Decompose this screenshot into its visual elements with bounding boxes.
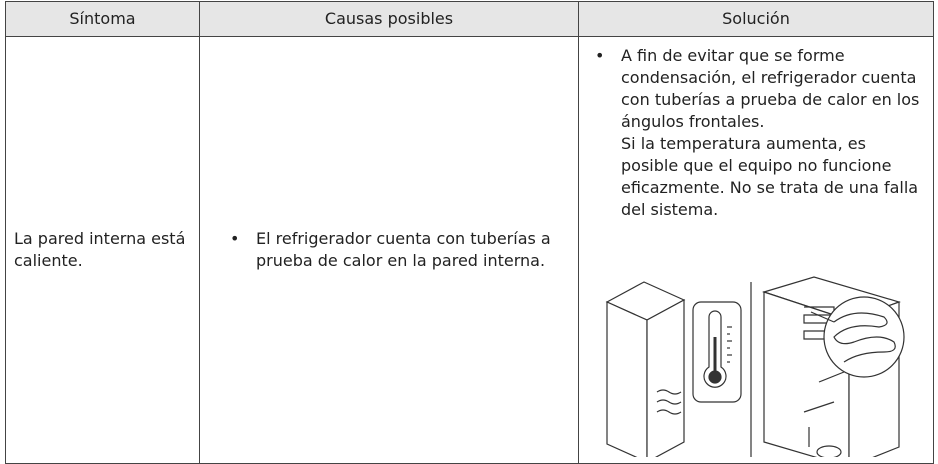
header-cell: Solución (578, 1, 934, 37)
body-row: La pared interna está caliente. El refri… (5, 36, 934, 464)
solution-list: A fin de evitar que se forme condensació… (595, 45, 923, 221)
illustration (605, 276, 905, 457)
thermometer (692, 301, 742, 403)
causes-list: El refrigerador cuenta con tuberías a pr… (222, 228, 566, 272)
header-cell: Síntoma (5, 1, 200, 37)
header-cell: Causas posibles (199, 1, 579, 37)
solution-item: A fin de evitar que se forme condensació… (595, 45, 923, 221)
header-row: Síntoma Causas posibles Solución (5, 1, 934, 37)
cause-item: El refrigerador cuenta con tuberías a pr… (230, 228, 566, 272)
solution-text: A fin de evitar que se forme condensació… (621, 46, 920, 131)
troubleshooting-table: Síntoma Causas posibles Solución La pare… (5, 1, 934, 464)
heat-waves (656, 389, 682, 415)
coil-detail (810, 296, 905, 378)
symptom-cell: La pared interna está caliente. (5, 36, 200, 464)
solution-text: Si la temperatura aumenta, es posible qu… (621, 134, 919, 219)
causes-cell: El refrigerador cuenta con tuberías a pr… (199, 36, 579, 464)
solution-cell: A fin de evitar que se forme condensació… (578, 36, 934, 464)
fridge-outline (605, 281, 686, 457)
